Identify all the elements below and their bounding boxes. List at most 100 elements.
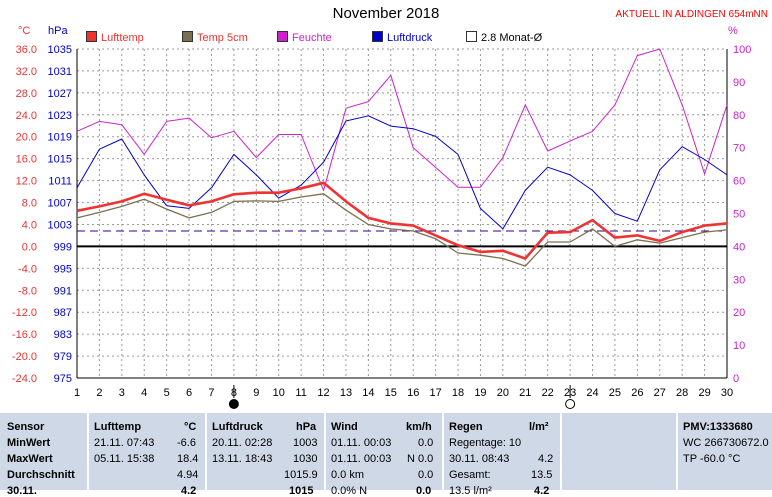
x-tick-day: 10 (273, 387, 285, 399)
chart-title: November 2018 (332, 5, 440, 22)
y-tick-temp: -12.0 (12, 307, 37, 319)
y-tick-humidity: 0 (733, 373, 739, 385)
x-tick-day: 9 (253, 387, 259, 399)
legend-item-temp5cm: Temp 5cm (182, 31, 248, 44)
table-separator (442, 413, 444, 490)
y-tick-humidity: 20 (733, 307, 745, 319)
luftdruck-unit: hPa (296, 421, 317, 433)
regen-total-val: 13.5 (531, 469, 553, 481)
x-tick-day: 22 (542, 387, 554, 399)
y-tick-humidity: 70 (733, 143, 745, 155)
unit-percent: % (728, 25, 738, 37)
y-tick-pressure: 1023 (48, 110, 72, 122)
y-tick-temp: 28.0 (16, 88, 37, 100)
y-tick-temp: 16.0 (16, 154, 37, 166)
x-tick-day: 3 (119, 387, 125, 399)
unit-celsius: °C (18, 25, 31, 37)
y-tick-pressure: 1015 (48, 154, 72, 166)
y-tick-temp: 8.0 (22, 198, 37, 210)
wind-max-date: 01.11. 00:03 (331, 453, 392, 465)
chart-series (76, 48, 728, 267)
unit-hpa: hPa (48, 25, 68, 37)
y-tick-humidity: 100 (733, 44, 751, 56)
luftdruck-max-date: 13.11. 18:43 (212, 453, 273, 465)
x-tick-day: 16 (407, 387, 419, 399)
y-tick-pressure: 987 (54, 307, 72, 319)
x-tick-day: 30 (721, 387, 733, 399)
y-tick-pressure: 1019 (48, 132, 72, 144)
legend-swatch-monat-avg (466, 31, 477, 42)
legend-item-luftdruck: Luftdruck (372, 31, 432, 44)
y-tick-temp: -8.0 (18, 285, 37, 297)
lufttemp-avg-val: 4.94 (177, 469, 199, 481)
x-tick-day: 20 (497, 387, 509, 399)
y-tick-pressure: 979 (54, 351, 72, 363)
legend-item-lufttemp: Lufttemp (86, 31, 144, 44)
wind-last-left: 0.0% N (331, 485, 368, 497)
full-moon-icon (565, 399, 576, 409)
x-tick-day: 18 (452, 387, 464, 399)
y-tick-pressure: 999 (54, 241, 72, 253)
pmv-value: PMV:1333680 (683, 421, 753, 433)
y-tick-pressure: 1031 (48, 66, 72, 78)
x-tick-day: 27 (654, 387, 666, 399)
series-line-temp-5cm (76, 193, 728, 267)
regen-unit: l/m² (529, 421, 549, 433)
x-tick-day: 4 (141, 387, 147, 399)
wind-last-val: 0.0 (416, 485, 432, 497)
sensor-max-label: MaxWert (7, 453, 53, 465)
y-tick-humidity: 10 (733, 340, 745, 352)
x-tick-day: 25 (609, 387, 621, 399)
x-tick-day: 1 (74, 387, 80, 399)
legend-item-feuchte: Feuchte (277, 31, 332, 44)
x-tick-day: 29 (698, 387, 710, 399)
x-tick-day: 19 (474, 387, 486, 399)
wind-min-val: 0.0 (418, 437, 434, 449)
stats-table: Sensor MinWert MaxWert Durchschnitt 30.1… (0, 413, 772, 497)
series-line-lufttemp (76, 181, 728, 260)
sensor-avg-label: Durchschnitt (7, 469, 75, 481)
wind-avg-left: 0.0 km (331, 469, 365, 481)
luftdruck-min-date: 20.11. 02:28 (212, 437, 273, 449)
sensor-head: Sensor (7, 421, 45, 433)
y-tick-pressure: 1035 (48, 44, 72, 56)
lufttemp-max-val: 18.4 (177, 453, 199, 465)
x-tick-day: 24 (586, 387, 598, 399)
y-tick-humidity: 40 (733, 241, 745, 253)
weather-chart: 36.0 32.0 28.0 24.0 20.0 16.0 12.0 8.0 4.0 0.0 -4.… (12, 44, 751, 409)
lufttemp-head: Lufttemp (94, 421, 142, 433)
legend-swatch-lufttemp (86, 31, 97, 42)
legend-label-luftdruck: Luftdruck (387, 32, 433, 44)
regen-days: Regentage: 10 (449, 437, 522, 449)
x-tick-day: 28 (676, 387, 688, 399)
luftdruck-last-val: 1015 (289, 485, 314, 497)
y-tick-pressure: 983 (54, 329, 72, 341)
y-tick-temp: 24.0 (16, 110, 37, 122)
y-tick-humidity: 90 (733, 77, 745, 89)
legend-swatch-temp5cm (182, 31, 193, 42)
chart-tick-labels: 36.0 32.0 28.0 24.0 20.0 16.0 12.0 8.0 4.0 0.0 -4.… (12, 44, 751, 399)
y-tick-humidity: 30 (733, 274, 745, 286)
regen-head: Regen (449, 421, 483, 433)
x-tick-day: 13 (340, 387, 352, 399)
y-tick-temp: -16.0 (12, 329, 37, 341)
y-tick-temp: 32.0 (16, 66, 37, 78)
y-tick-humidity: 50 (733, 209, 745, 221)
series-line-feuchte (76, 48, 728, 191)
y-tick-pressure: 1011 (48, 176, 72, 188)
x-tick-day: 14 (362, 387, 374, 399)
legend-swatch-feuchte (277, 31, 288, 42)
moon-markers (228, 385, 576, 409)
regen-last-left: 13.5 l/m² (449, 485, 492, 497)
luftdruck-head: Luftdruck (212, 421, 263, 433)
legend-label-feuchte: Feuchte (292, 32, 332, 44)
wind-min-date: 01.11. 00:03 (331, 437, 392, 449)
y-tick-temp: 20.0 (16, 132, 37, 144)
legend-item-monat-avg: 2.8 Monat-Ø (466, 31, 542, 44)
new-moon-icon (228, 399, 239, 409)
y-tick-temp: -4.0 (18, 263, 37, 275)
luftdruck-max-val: 1030 (293, 453, 318, 465)
x-tick-day: 12 (317, 387, 329, 399)
x-tick-day: 7 (208, 387, 214, 399)
series-line-luftdruck (76, 115, 728, 230)
